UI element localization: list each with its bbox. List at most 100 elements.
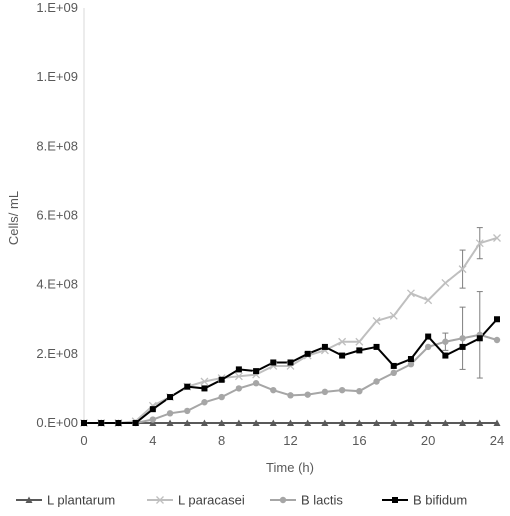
- data-point-l-plantarum: [149, 419, 157, 426]
- data-point-l-paracasei: [355, 337, 364, 346]
- x-tick-label: 4: [149, 433, 156, 448]
- data-point-b-lactis: [459, 335, 466, 342]
- legend-marker-b-lactis: [279, 496, 287, 504]
- data-point-b-lactis: [201, 399, 208, 406]
- data-point-b-bifidum: [459, 343, 466, 350]
- data-point-l-plantarum: [407, 419, 415, 426]
- data-point-b-lactis: [270, 386, 277, 394]
- data-point-l-plantarum: [390, 419, 398, 426]
- data-point-l-paracasei: [200, 377, 209, 386]
- data-point-l-plantarum: [338, 419, 346, 426]
- data-point-b-bifidum: [184, 383, 191, 390]
- data-point-l-paracasei: [441, 278, 450, 287]
- data-point-b-lactis: [338, 386, 346, 394]
- data-point-b-bifidum: [287, 359, 294, 366]
- data-point-l-paracasei: [338, 337, 347, 346]
- legend: L plantarum L paracasei B lactis B bifidum: [16, 493, 467, 508]
- legend-marker-l-plantarum: [25, 496, 33, 503]
- data-point-b-bifidum: [149, 406, 156, 413]
- data-point-b-bifidum: [218, 376, 225, 383]
- data-point-b-bifidum: [304, 350, 311, 357]
- data-point-b-lactis: [252, 380, 260, 387]
- legend-label-l-paracasei: L paracasei: [178, 493, 245, 508]
- legend-marker-b-bifidum: [392, 497, 398, 503]
- data-point-l-plantarum: [287, 419, 294, 426]
- data-point-b-bifidum: [442, 352, 449, 359]
- data-point-b-bifidum: [270, 359, 277, 366]
- data-point-b-bifidum: [132, 420, 139, 426]
- data-point-b-bifidum: [201, 385, 208, 392]
- data-point-l-paracasei: [458, 265, 467, 274]
- data-point-b-lactis: [442, 338, 449, 345]
- data-point-l-plantarum: [218, 419, 226, 426]
- data-point-l-paracasei: [493, 234, 501, 242]
- legend-marker-l-paracasei: [156, 496, 164, 504]
- y-tick-label: 1.E+09: [36, 69, 78, 84]
- data-point-b-bifidum: [98, 420, 105, 426]
- data-point-b-bifidum: [476, 335, 483, 342]
- data-point-l-plantarum: [493, 419, 501, 426]
- data-point-l-plantarum: [355, 419, 363, 426]
- data-point-l-plantarum: [235, 419, 243, 426]
- data-point-b-bifidum: [494, 316, 500, 323]
- legend-label-b-bifidum: B bifidum: [413, 493, 467, 508]
- data-point-l-plantarum: [252, 419, 260, 426]
- y-tick-label: 4.E+08: [36, 277, 78, 292]
- y-axis-title: Cells/ mL: [6, 191, 21, 245]
- data-point-l-paracasei: [475, 239, 484, 248]
- data-point-b-bifidum: [321, 343, 328, 350]
- data-point-b-bifidum: [407, 356, 414, 363]
- data-point-l-plantarum: [424, 419, 432, 426]
- error-bars: [442, 227, 483, 379]
- data-point-b-bifidum: [356, 347, 363, 354]
- data-point-b-bifidum: [373, 343, 380, 350]
- data-point-b-lactis: [424, 343, 432, 351]
- y-tick-label: 6.E+08: [36, 208, 78, 223]
- y-tick-labels: 0.E+00 2.E+08 4.E+08 6.E+08 8.E+08 1.E+09 1.E+…: [36, 0, 78, 430]
- x-tick-label: 24: [490, 433, 504, 448]
- data-point-l-plantarum: [321, 419, 329, 426]
- data-point-b-bifidum: [115, 420, 122, 426]
- data-point-b-lactis: [235, 385, 243, 392]
- x-tick-label: 8: [218, 433, 225, 448]
- x-tick-label: 12: [283, 433, 297, 448]
- data-point-l-plantarum: [373, 419, 381, 426]
- x-tick-label: 16: [352, 433, 366, 448]
- data-point-b-lactis: [287, 392, 294, 399]
- data-point-l-plantarum: [304, 419, 312, 426]
- data-point-l-paracasei: [406, 289, 415, 298]
- data-point-l-paracasei: [234, 372, 243, 381]
- data-point-l-plantarum: [200, 419, 208, 426]
- series-line-b-lactis: [84, 333, 498, 424]
- y-tick-label: 2.E+08: [36, 346, 78, 361]
- series-line-b-bifidum: [84, 318, 498, 424]
- data-point-b-bifidum: [235, 366, 242, 373]
- data-point-l-paracasei: [424, 296, 433, 305]
- data-point-b-lactis: [493, 336, 501, 344]
- data-point-b-lactis: [166, 410, 174, 417]
- data-point-l-paracasei: [389, 311, 398, 320]
- x-axis-title: Time (h): [266, 460, 314, 475]
- legend-label-l-plantarum: L plantarum: [47, 493, 115, 508]
- data-point-b-lactis: [321, 388, 329, 396]
- data-point-b-bifidum: [167, 394, 174, 401]
- data-point-b-lactis: [407, 361, 415, 368]
- data-point-b-lactis: [304, 391, 311, 398]
- data-point-b-bifidum: [425, 333, 432, 340]
- data-point-b-bifidum: [253, 368, 260, 375]
- data-point-l-plantarum: [183, 419, 191, 426]
- data-point-b-bifidum: [390, 362, 397, 369]
- y-tick-label: 1.E+09: [36, 0, 78, 15]
- data-point-l-plantarum: [166, 419, 174, 426]
- data-point-l-plantarum: [269, 419, 277, 426]
- data-point-b-lactis: [149, 416, 157, 423]
- data-point-l-plantarum: [476, 419, 484, 426]
- data-point-b-lactis: [373, 378, 380, 385]
- x-tick-labels: 0 4 8 12 16 20 24: [80, 433, 504, 448]
- data-point-b-bifidum: [339, 352, 346, 359]
- legend-label-b-lactis: B lactis: [301, 493, 343, 508]
- data-point-l-plantarum: [441, 419, 449, 426]
- data-point-b-lactis: [218, 393, 225, 401]
- x-tick-label: 0: [80, 433, 87, 448]
